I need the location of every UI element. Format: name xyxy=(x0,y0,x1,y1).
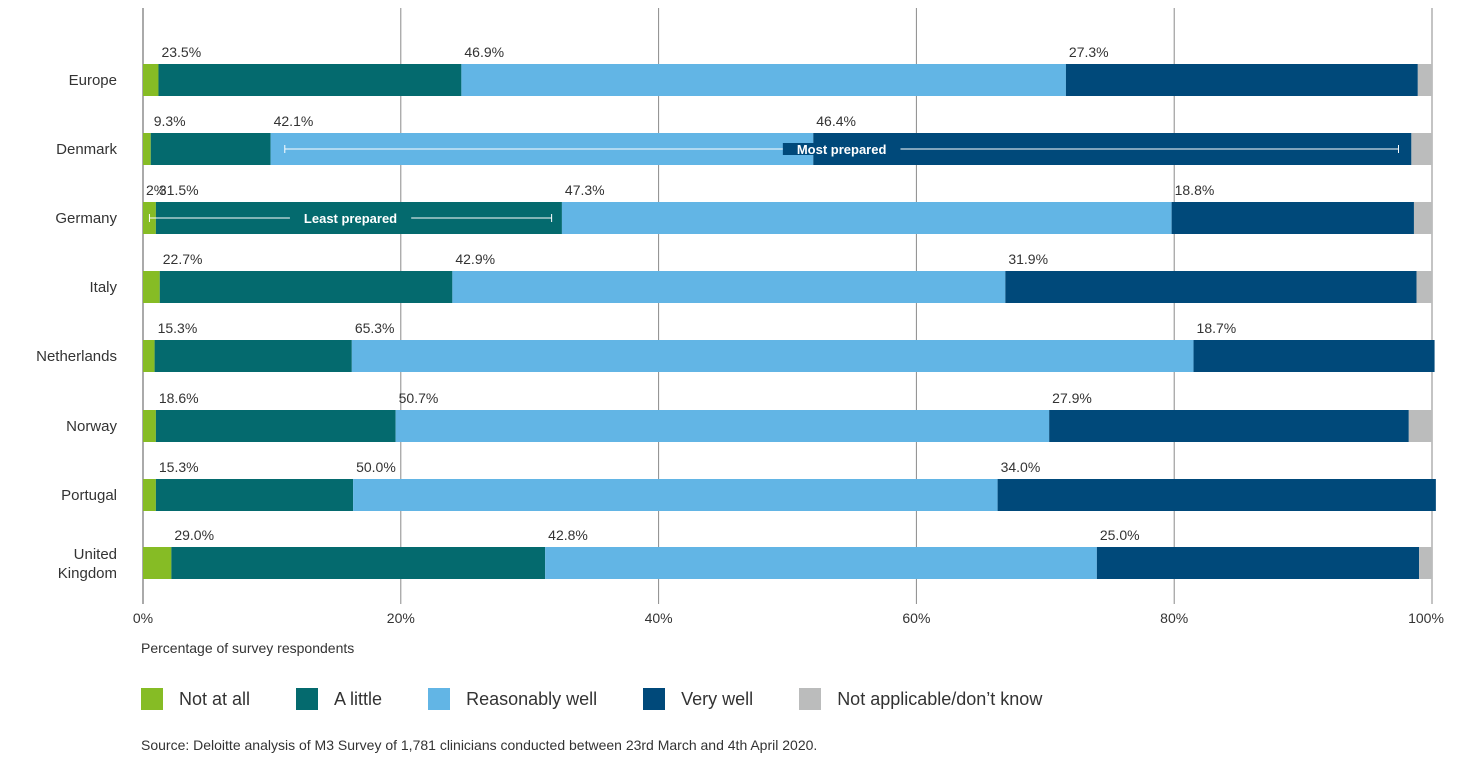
bar-a-little xyxy=(150,133,271,165)
legend-item-very-well: Very well xyxy=(643,688,753,710)
category-label: United Kingdom xyxy=(58,546,117,582)
data-label: 31.9% xyxy=(1008,251,1048,267)
data-label: 27.3% xyxy=(1069,44,1109,60)
legend-label: Reasonably well xyxy=(466,688,598,709)
bar-a-little xyxy=(171,547,546,579)
stacked-bar-chart: 0% 20% 40% 60% 80% 100% Europe 23.5% 46.9% 27.3% D… xyxy=(36,8,1444,626)
bar-not-at-all xyxy=(143,64,159,96)
bar-reasonably-well xyxy=(452,271,1006,303)
legend-label: Not at all xyxy=(179,688,251,709)
bar-very-well xyxy=(1096,547,1420,579)
bar-a-little xyxy=(155,479,354,511)
bar-not-at-all xyxy=(143,133,151,165)
legend-label: Not applicable/don’t know xyxy=(837,688,1043,709)
bar-reasonably-well xyxy=(461,64,1066,96)
annotation-label: Least prepared xyxy=(304,211,397,226)
data-label: 47.3% xyxy=(565,182,605,198)
bar-very-well xyxy=(1005,271,1417,303)
legend-swatch xyxy=(296,688,319,710)
bar-a-little xyxy=(158,64,462,96)
legend-label: A little xyxy=(334,688,383,709)
category-label: Germany xyxy=(55,210,117,227)
bar-a-little xyxy=(154,340,352,372)
data-label: 27.9% xyxy=(1052,390,1092,406)
bar-not-at-all xyxy=(143,271,160,303)
bar-reasonably-well xyxy=(395,410,1050,442)
data-label: 46.9% xyxy=(464,44,504,60)
x-tick-label: 100% xyxy=(1408,610,1444,626)
legend-label: Very well xyxy=(681,688,754,709)
bar-not-applicable-don-t-know xyxy=(1411,133,1432,165)
legend: Not at all A little Reasonably well Very we… xyxy=(141,688,1088,710)
bar-very-well xyxy=(1171,202,1414,234)
data-label: 22.7% xyxy=(163,251,203,267)
bar-not-at-all xyxy=(143,479,156,511)
category-label: Netherlands xyxy=(36,348,117,365)
bar-reasonably-well xyxy=(561,202,1172,234)
data-label: 15.3% xyxy=(159,459,199,475)
data-label: 42.9% xyxy=(455,251,495,267)
legend-item-reasonably-well: Reasonably well xyxy=(428,688,597,710)
category-label: Portugal xyxy=(61,487,117,504)
x-axis-title: Percentage of survey respondents xyxy=(141,640,355,656)
x-tick-label: 80% xyxy=(1160,610,1188,626)
data-label: 18.8% xyxy=(1175,182,1215,198)
bar-very-well xyxy=(997,479,1436,511)
bar-a-little xyxy=(159,271,453,303)
x-tick-label: 0% xyxy=(133,610,153,626)
data-label: 18.6% xyxy=(159,390,199,406)
bar-not-applicable-don-t-know xyxy=(1413,202,1432,234)
x-tick-label: 20% xyxy=(387,610,415,626)
legend-swatch xyxy=(643,688,666,710)
x-tick-label: 40% xyxy=(645,610,673,626)
legend-item-a-little: A little xyxy=(296,688,382,710)
data-label: 23.5% xyxy=(161,44,201,60)
data-label: 34.0% xyxy=(1001,459,1041,475)
annotation-gap xyxy=(782,143,901,155)
data-label: 25.0% xyxy=(1100,527,1140,543)
annotation-label: Most prepared xyxy=(797,142,887,157)
data-label: 15.3% xyxy=(158,320,198,336)
bar-reasonably-well xyxy=(353,479,998,511)
data-label: 46.4% xyxy=(816,113,856,129)
legend-item-not-applicable-don-t-know: Not applicable/don’t know xyxy=(799,688,1042,710)
annotation-gap xyxy=(289,212,412,224)
legend-swatch xyxy=(141,688,163,710)
category-label: Europe xyxy=(69,72,117,89)
data-label: 2% xyxy=(146,182,166,198)
data-label: 29.0% xyxy=(174,527,214,543)
bar-very-well xyxy=(1065,64,1418,96)
bar-not-at-all xyxy=(143,340,155,372)
source-note: Source: Deloitte analysis of M3 Survey o… xyxy=(141,737,818,753)
bar-not-applicable-don-t-know xyxy=(1408,410,1432,442)
bar-very-well xyxy=(1049,410,1409,442)
bar-reasonably-well xyxy=(351,340,1194,372)
bar-not-applicable-don-t-know xyxy=(1417,64,1432,96)
data-label: 31.5% xyxy=(159,182,199,198)
bar-reasonably-well xyxy=(545,547,1097,579)
legend-swatch xyxy=(799,688,822,710)
data-label: 18.7% xyxy=(1197,320,1237,336)
legend-item-not-at-all: Not at all xyxy=(141,688,250,710)
data-label: 50.0% xyxy=(356,459,396,475)
category-label: Italy xyxy=(89,279,117,296)
bar-a-little xyxy=(155,410,396,442)
bar-very-well xyxy=(1193,340,1435,372)
data-label: 9.3% xyxy=(154,113,186,129)
legend-swatch xyxy=(428,688,451,710)
category-label: Denmark xyxy=(56,141,117,158)
category-label: Norway xyxy=(66,418,117,435)
bar-not-applicable-don-t-know xyxy=(1416,271,1432,303)
data-label: 50.7% xyxy=(399,390,439,406)
data-label: 42.1% xyxy=(274,113,314,129)
bar-not-at-all xyxy=(143,547,172,579)
bar-not-at-all xyxy=(143,410,156,442)
data-label: 42.8% xyxy=(548,527,588,543)
bar-not-applicable-don-t-know xyxy=(1419,547,1432,579)
x-tick-label: 60% xyxy=(902,610,930,626)
data-label: 65.3% xyxy=(355,320,395,336)
